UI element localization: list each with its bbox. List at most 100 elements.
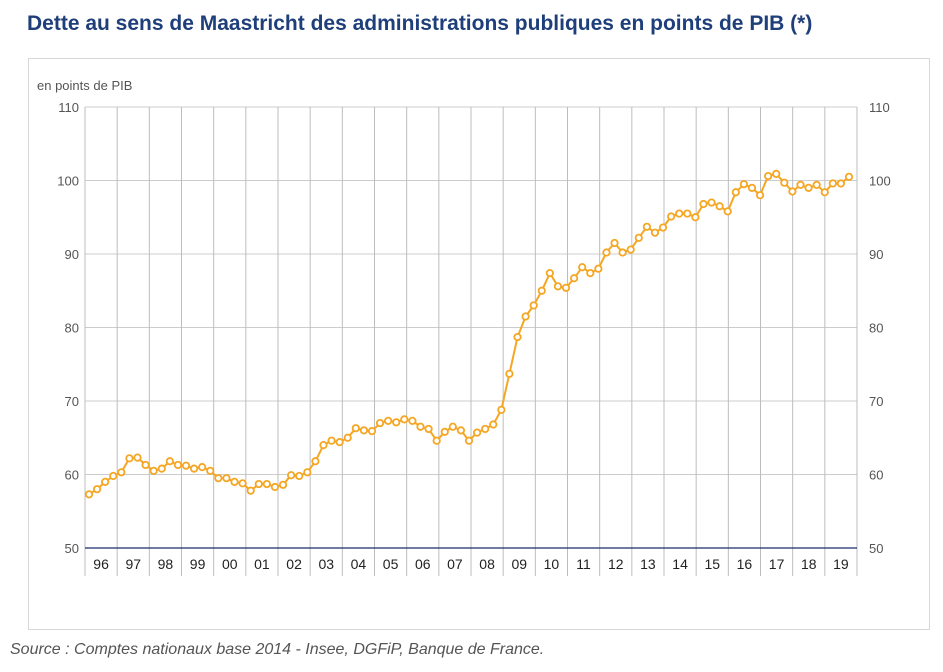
data-point — [675, 209, 684, 218]
data-point — [545, 269, 554, 278]
data-point — [731, 188, 740, 197]
chart-frame: en points de PIB 50 60 70 80 90 100 110 50 60 70… — [28, 58, 930, 630]
data-point — [796, 180, 805, 190]
x-tick-labels: 96 97 98 99 00 01 02 03 04 05 06 07 08 09 10 11 12 13 14 15… — [93, 556, 849, 572]
x-tick-label: 17 — [769, 556, 785, 572]
data-point — [553, 282, 563, 291]
x-tick-label: 12 — [608, 556, 624, 572]
data-point — [715, 202, 724, 211]
data-point — [634, 233, 643, 242]
data-point — [489, 420, 498, 429]
x-tick-label: 18 — [801, 556, 817, 572]
x-tick-label: 08 — [479, 556, 495, 572]
y-tick-label-right: 90 — [869, 247, 883, 262]
data-point — [804, 183, 813, 192]
data-point — [416, 422, 425, 431]
data-point — [747, 183, 757, 192]
data-point — [578, 263, 587, 272]
data-point — [117, 468, 126, 477]
data-point — [650, 228, 660, 237]
data-point — [165, 457, 174, 466]
data-point — [586, 269, 595, 278]
data-point — [764, 171, 773, 181]
data-point — [440, 427, 449, 436]
x-tick-label: 04 — [351, 556, 367, 572]
data-point — [311, 457, 320, 466]
data-point — [408, 416, 417, 425]
data-point — [149, 466, 158, 475]
data-point — [812, 180, 821, 190]
data-point — [351, 424, 360, 433]
y-axis-label: en points de PIB — [37, 78, 132, 93]
data-point — [513, 332, 522, 342]
data-point — [392, 418, 401, 427]
data-point — [319, 440, 328, 450]
chart-title: Dette au sens de Maastricht des administ… — [27, 12, 813, 35]
x-tick-label: 10 — [544, 556, 560, 572]
x-tick-label: 06 — [415, 556, 431, 572]
line-chart: en points de PIB 50 60 70 80 90 100 110 50 60 70… — [37, 78, 891, 576]
data-point — [723, 207, 732, 216]
data-point — [295, 471, 304, 481]
data-point — [92, 485, 102, 494]
data-point — [820, 188, 829, 197]
data-point — [173, 460, 183, 470]
data-point — [214, 474, 223, 483]
data-point — [739, 180, 748, 189]
x-tick-label: 98 — [158, 556, 174, 572]
data-point — [343, 433, 352, 442]
x-tick-label: 19 — [833, 556, 849, 572]
data-point — [384, 416, 393, 425]
x-tick-label: 09 — [511, 556, 527, 572]
data-point — [667, 212, 676, 221]
data-point — [448, 422, 457, 431]
data-point — [359, 426, 368, 435]
data-point — [375, 418, 385, 428]
data-point — [222, 474, 231, 483]
data-point — [133, 453, 142, 462]
data-point — [157, 464, 166, 473]
data-point — [602, 248, 611, 257]
data-point — [537, 286, 546, 295]
data-point — [610, 238, 619, 248]
data-point — [472, 428, 482, 437]
data-point — [84, 490, 94, 499]
y-tick-label-left: 80 — [65, 321, 79, 336]
data-point — [230, 477, 239, 486]
y-tick-label-right: 70 — [869, 394, 883, 409]
data-point — [270, 482, 280, 492]
data-point — [699, 199, 708, 209]
y-tick-label-right: 80 — [869, 321, 883, 336]
x-tick-label: 13 — [640, 556, 656, 572]
y-tick-labels-left: 50 60 70 80 90 100 110 — [57, 100, 79, 556]
x-tick-label: 00 — [222, 556, 238, 572]
data-point — [707, 198, 716, 207]
data-point — [505, 369, 514, 378]
data-point — [755, 191, 765, 200]
data-point — [262, 479, 271, 489]
data-point — [424, 424, 433, 434]
data-point — [367, 427, 377, 436]
y-tick-label-right: 60 — [869, 468, 883, 483]
data-point — [481, 424, 490, 434]
data-point — [101, 477, 110, 486]
data-point — [529, 301, 538, 310]
data-point — [570, 274, 579, 283]
data-point — [626, 245, 635, 254]
data-point — [125, 454, 134, 463]
data-point — [594, 264, 603, 273]
y-tick-label-left: 100 — [57, 174, 79, 189]
x-tick-label: 01 — [254, 556, 270, 572]
x-tick-label: 16 — [737, 556, 753, 572]
x-tick-label: 96 — [93, 556, 109, 572]
data-point — [844, 172, 854, 181]
x-tick-label: 03 — [318, 556, 334, 572]
y-tick-label-left: 50 — [65, 541, 79, 556]
data-point — [561, 283, 571, 292]
x-tick-label: 99 — [190, 556, 206, 572]
y-tick-labels-right: 50 60 70 80 90 100 110 — [869, 100, 891, 556]
grid-lines — [84, 106, 858, 576]
data-point — [432, 436, 441, 445]
y-tick-label-left: 110 — [58, 100, 79, 115]
data-point — [254, 479, 263, 489]
